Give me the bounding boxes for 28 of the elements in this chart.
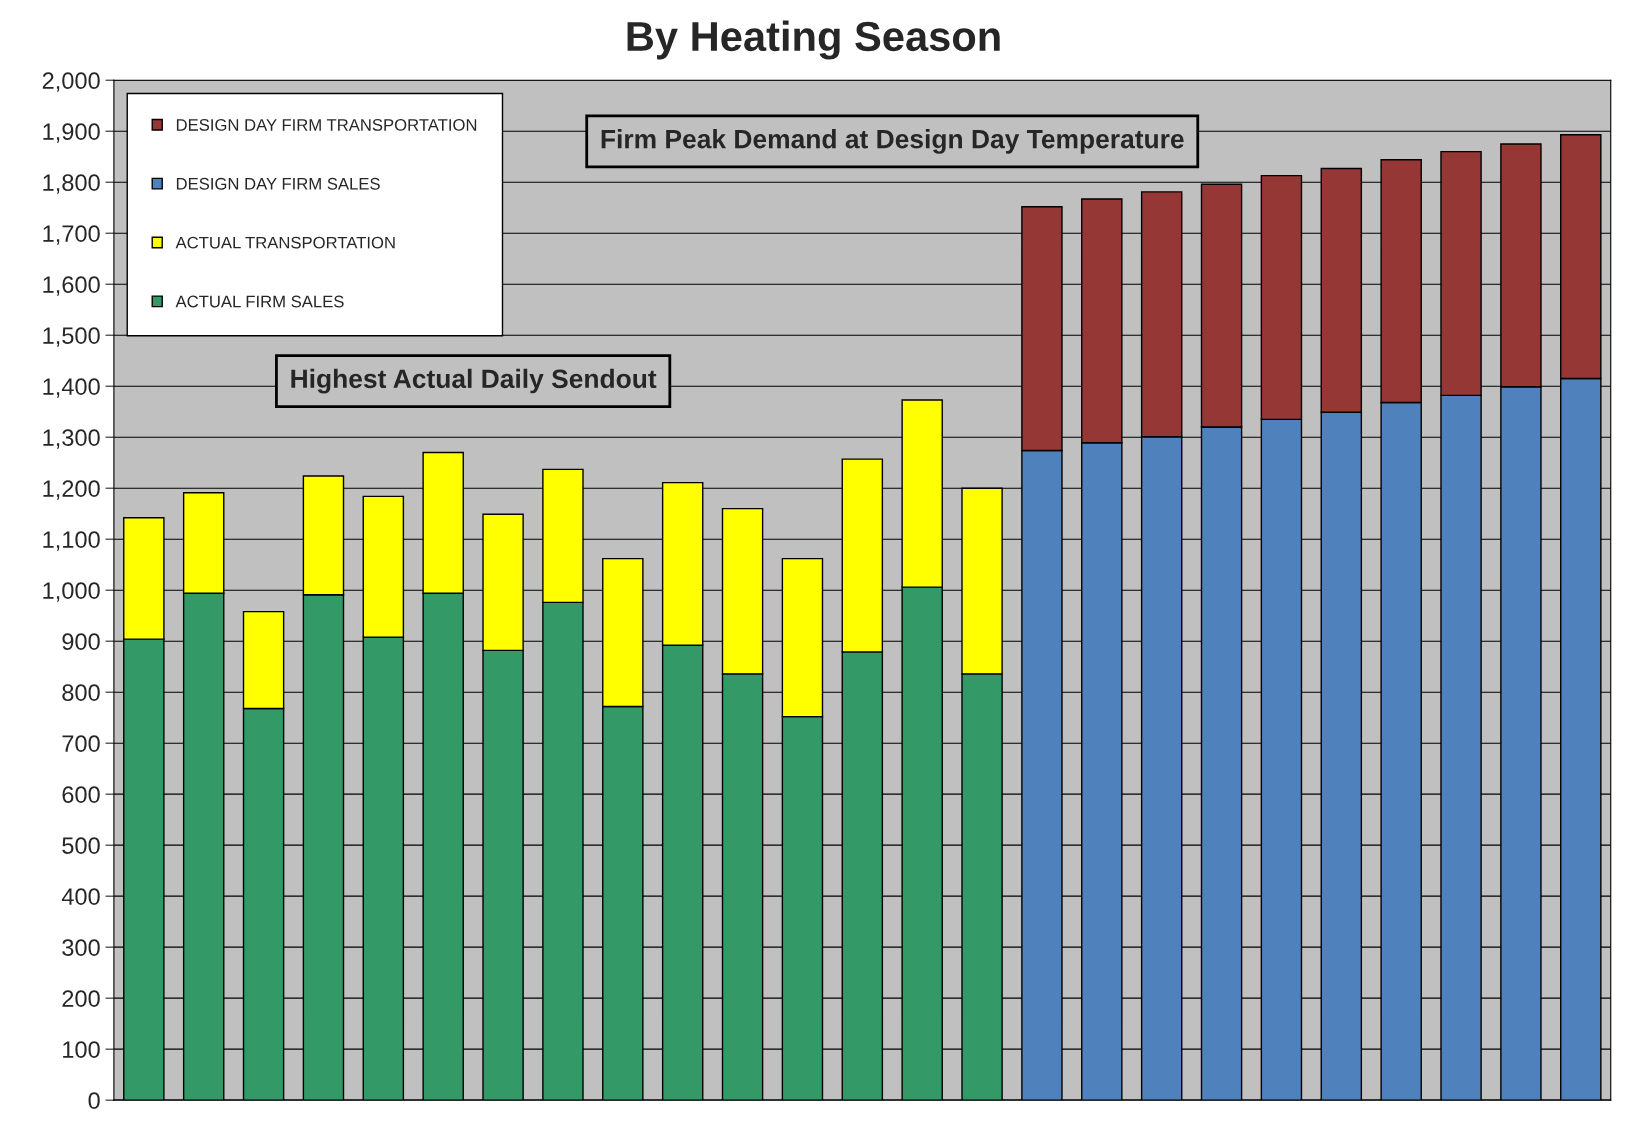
y-tick-label: 0	[88, 1092, 100, 1109]
annotation: Highest Actual Daily Sendout	[291, 368, 657, 394]
legend-label: DESIGN DAY FIRM TRANSPORTATION	[176, 118, 477, 131]
y-tick-label: 400	[61, 888, 100, 905]
y-tick-label: 200	[62, 990, 100, 1007]
y-tick-label: 1,000	[43, 582, 100, 602]
y-tick-label: 300	[62, 939, 100, 956]
y-tick-label: 100	[63, 1041, 100, 1058]
y-tick-label: 1,100	[43, 531, 100, 551]
y-tick-label: 1,800	[43, 174, 100, 194]
y-tick-label: 1,200	[43, 480, 100, 500]
y-tick-label: 1,300	[43, 429, 100, 449]
y-tick-label: 2,000	[42, 72, 100, 92]
annotation: Firm Peak Demand at Design Day Temperature	[601, 129, 1184, 154]
y-tick-label: 500	[62, 837, 100, 854]
legend-label: ACTUAL TRANSPORTATION	[175, 236, 395, 249]
y-tick-label: 700	[62, 735, 100, 752]
y-tick-label: 900	[62, 633, 100, 650]
y-tick-label: 1,400	[43, 378, 100, 398]
y-tick-label: 600	[62, 786, 100, 803]
y-tick-label: 1,900	[43, 123, 100, 143]
chart-title: By Heating Season	[627, 20, 1000, 60]
y-tick-label: 1,700	[43, 225, 100, 245]
y-tick-label: 800	[62, 684, 100, 701]
legend-label: DESIGN DAY FIRM SALES	[176, 177, 380, 190]
y-tick-label: 1,600	[43, 276, 100, 296]
y-tick-label: 1,500	[43, 327, 100, 347]
legend-label: ACTUAL FIRM SALES	[175, 295, 344, 308]
